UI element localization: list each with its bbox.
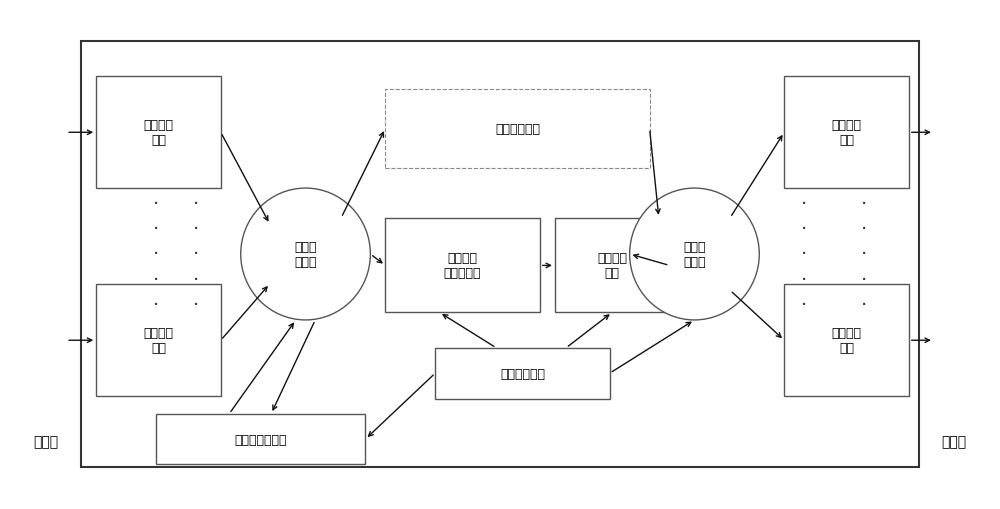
Bar (81, 42, 919, 467)
Text: ·: · (153, 296, 159, 315)
Bar (96, 77, 221, 189)
Text: 输出缓存
模块: 输出缓存 模块 (832, 327, 862, 355)
Text: 时间标签模块: 时间标签模块 (500, 367, 545, 380)
Text: ·: · (153, 270, 159, 289)
Text: ·: · (861, 296, 867, 315)
Text: 输出队列
模块: 输出队列 模块 (597, 252, 627, 280)
Bar (385, 90, 650, 168)
Text: ·: · (861, 270, 867, 289)
Text: ·: · (801, 270, 807, 289)
Text: ·: · (801, 220, 807, 239)
Text: ·: · (193, 194, 199, 213)
Text: ·: · (193, 220, 199, 239)
Ellipse shape (241, 189, 370, 320)
Text: 输出队列模块: 输出队列模块 (495, 123, 540, 136)
Text: 输出缓存
模块: 输出缓存 模块 (832, 119, 862, 147)
Bar (435, 348, 610, 399)
Bar (96, 285, 221, 396)
Text: ·: · (861, 194, 867, 213)
Bar (784, 285, 909, 396)
Text: ·: · (193, 245, 199, 264)
Text: ·: · (801, 245, 807, 264)
Text: 输出端: 输出端 (941, 435, 966, 449)
Bar (784, 77, 909, 189)
Bar (385, 219, 540, 313)
Text: ·: · (861, 220, 867, 239)
Text: ·: · (801, 194, 807, 213)
Text: 输入缓存
模块: 输入缓存 模块 (143, 327, 173, 355)
Text: ·: · (193, 270, 199, 289)
Text: 时间注册表模块: 时间注册表模块 (234, 433, 287, 446)
Text: 分组信息
存储区模块: 分组信息 存储区模块 (444, 252, 481, 280)
Text: 接收调
度模块: 接收调 度模块 (294, 241, 317, 268)
Text: 输入缓存
模块: 输入缓存 模块 (143, 119, 173, 147)
Bar (555, 219, 670, 313)
Text: ·: · (153, 245, 159, 264)
Text: ·: · (861, 245, 867, 264)
Ellipse shape (630, 189, 759, 320)
Text: 发送调
度模块: 发送调 度模块 (683, 241, 706, 268)
Text: 输入端: 输入端 (34, 435, 59, 449)
Text: ·: · (153, 194, 159, 213)
Text: ·: · (153, 220, 159, 239)
Text: ·: · (193, 296, 199, 315)
Text: ·: · (801, 296, 807, 315)
Bar (156, 414, 365, 465)
